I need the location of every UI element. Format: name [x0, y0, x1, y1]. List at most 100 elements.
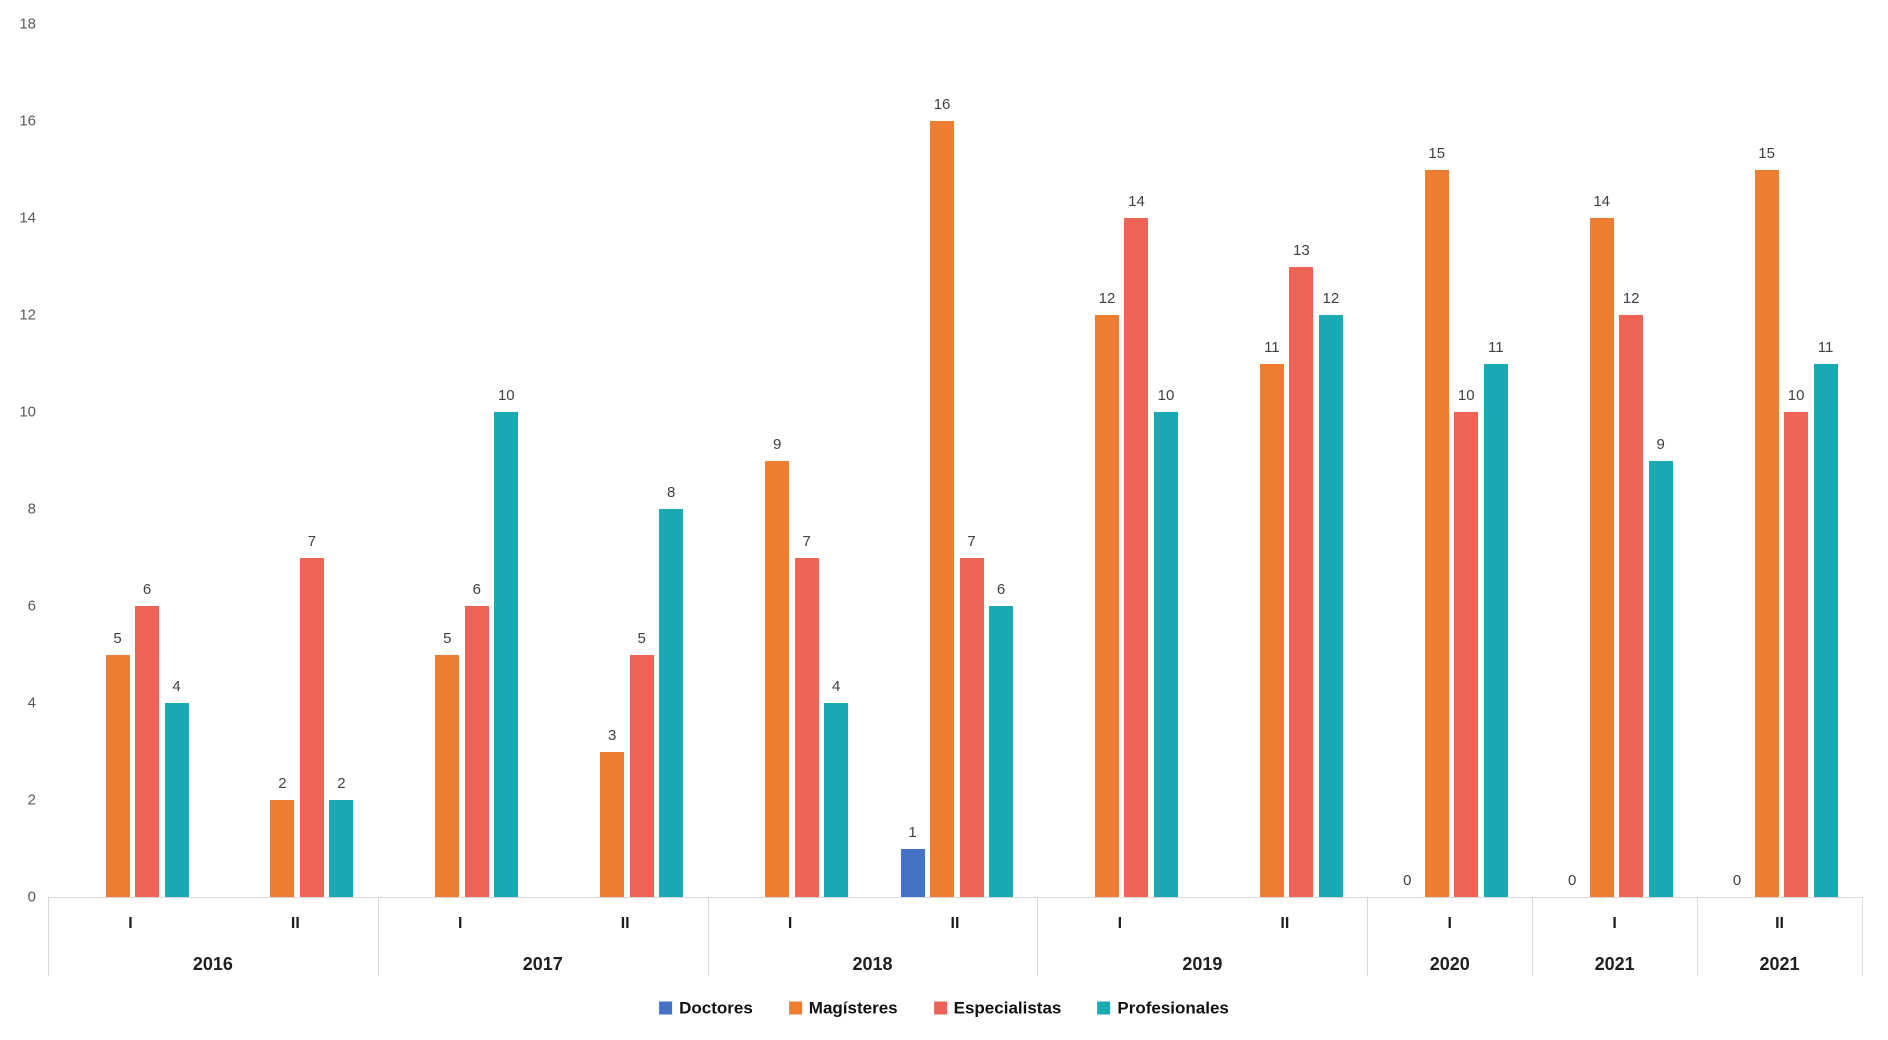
x-axis-semester-label: II — [950, 915, 960, 932]
x-axis-line — [48, 897, 1862, 898]
legend-swatch-icon — [1097, 1001, 1111, 1015]
bar-especialistas-2021-II — [1784, 412, 1809, 897]
bar-profesionales-2021-I — [1648, 460, 1673, 897]
bar-value-label: 13 — [1293, 241, 1310, 259]
legend-swatch-icon — [659, 1001, 673, 1015]
bar-value-label: 6 — [996, 581, 1006, 598]
legend: Doctores Magísteres Especialistas Profesion… — [659, 1000, 1229, 1017]
y-axis-tick-label: 10 — [19, 403, 36, 421]
x-axis-semester-label: I — [787, 915, 793, 932]
x-axis-year-label: 2021 — [1759, 954, 1800, 974]
bar-value-label: 12 — [1098, 290, 1116, 307]
bar-profesionales-2021-II — [1813, 363, 1838, 897]
bar-especialistas-2018-I — [794, 557, 819, 897]
bar-value-label: 0 — [1568, 872, 1577, 889]
x-axis-separator — [1037, 897, 1039, 976]
bar-magísteres-2016-I — [105, 654, 130, 897]
bar-value-label: 9 — [772, 435, 782, 453]
x-axis-year-label: 2016 — [192, 954, 233, 974]
bar-value-label: 4 — [172, 678, 181, 695]
legend-swatch-icon — [933, 1001, 947, 1015]
bar-value-label: 10 — [497, 387, 515, 404]
bar-profesionales-2018-I — [824, 703, 849, 897]
bar-value-label: 2 — [278, 775, 287, 792]
bar-value-label: 2 — [337, 775, 346, 792]
bar-value-label: 3 — [608, 726, 617, 744]
x-axis-semester-label: II — [620, 915, 630, 932]
bar-magísteres-2017-I — [435, 654, 460, 897]
bar-especialistas-2019-II — [1289, 266, 1314, 897]
legend-item-magísteres: Magísteres — [788, 998, 898, 1018]
x-axis-year-label: 2018 — [852, 954, 893, 974]
bar-profesionales-2019-I — [1153, 412, 1178, 897]
bar-value-label: 11 — [1487, 338, 1504, 356]
bar-value-label: 10 — [1787, 387, 1805, 404]
x-axis-semester-label: II — [1775, 915, 1784, 932]
bar-value-label: 5 — [113, 629, 122, 647]
bar-value-label: 9 — [1656, 435, 1665, 453]
legend-label: Especialistas — [953, 998, 1062, 1018]
legend-swatch-icon — [788, 1001, 802, 1015]
bar-value-label: 15 — [1428, 144, 1446, 162]
x-axis-semester-label: II — [290, 915, 300, 932]
bar-value-label: 12 — [1322, 290, 1340, 307]
y-axis-tick-label: 4 — [27, 694, 36, 712]
legend-item-especialistas: Especialistas — [933, 998, 1062, 1018]
x-axis-semester-label: I — [1447, 915, 1452, 932]
y-axis-tick-label: 0 — [27, 888, 36, 906]
bar-especialistas-2016-I — [135, 606, 159, 897]
x-axis-separator — [1532, 897, 1534, 976]
x-axis-year-label: 2020 — [1429, 954, 1470, 974]
bar-profesionales-2016-II — [329, 800, 354, 897]
y-axis-tick-label: 6 — [27, 597, 36, 615]
x-axis-separator — [48, 897, 49, 976]
bar-value-label: 0 — [1732, 872, 1742, 889]
bar-value-label: 15 — [1758, 144, 1775, 162]
bar-profesionales-2018-II — [989, 606, 1014, 897]
x-axis-semester-label: I — [1117, 915, 1123, 932]
bar-especialistas-2016-II — [299, 557, 324, 897]
bar-magísteres-2019-II — [1259, 363, 1284, 897]
legend-label: Magísteres — [808, 998, 898, 1018]
legend-item-doctores: Doctores — [659, 1000, 753, 1017]
legend-label: Doctores — [679, 998, 753, 1018]
bar-value-label: 1 — [908, 823, 917, 841]
bar-profesionales-2017-II — [659, 509, 684, 897]
bar-value-label: 4 — [831, 678, 841, 695]
bar-value-label: 7 — [967, 532, 976, 550]
bar-doctores-2018-II — [900, 848, 925, 897]
bar-profesionales-2019-II — [1318, 315, 1343, 897]
bar-value-label: 14 — [1593, 193, 1611, 210]
bar-value-label: 6 — [142, 581, 152, 598]
bar-profesionales-2020-I — [1483, 363, 1508, 897]
x-axis-year-label: 2019 — [1182, 954, 1223, 974]
y-axis-tick-label: 14 — [19, 209, 36, 227]
bar-value-label: 0 — [1403, 872, 1412, 889]
x-axis-separator — [1697, 897, 1699, 976]
bar-magísteres-2021-II — [1754, 169, 1779, 897]
bar-especialistas-2017-II — [629, 654, 654, 897]
bar-value-label: 10 — [1457, 387, 1475, 404]
y-axis-tick-label: 2 — [27, 791, 36, 809]
bar-magísteres-2021-I — [1589, 218, 1614, 897]
bar-value-label: 8 — [667, 484, 676, 501]
bar-value-label: 5 — [443, 629, 452, 647]
bar-especialistas-2018-II — [959, 557, 984, 897]
bar-value-label: 10 — [1157, 387, 1175, 404]
x-axis-semester-label: I — [458, 915, 463, 932]
y-axis-tick-label: 12 — [19, 306, 36, 324]
bar-profesionales-2017-I — [494, 412, 519, 897]
bar-profesionales-2016-I — [164, 703, 189, 897]
bar-magísteres-2019-I — [1094, 315, 1119, 897]
bar-especialistas-2020-I — [1454, 412, 1479, 897]
bar-value-label: 7 — [802, 532, 811, 550]
bar-value-label: 11 — [1817, 338, 1834, 356]
bar-value-label: 5 — [637, 629, 646, 647]
bar-value-label: 14 — [1128, 193, 1145, 210]
bar-value-label: 16 — [933, 96, 951, 113]
bar-magísteres-2020-I — [1424, 169, 1449, 897]
y-axis-tick-label: 8 — [27, 500, 36, 518]
bar-value-label: 7 — [307, 532, 317, 550]
x-axis-semester-label: I — [128, 915, 133, 932]
